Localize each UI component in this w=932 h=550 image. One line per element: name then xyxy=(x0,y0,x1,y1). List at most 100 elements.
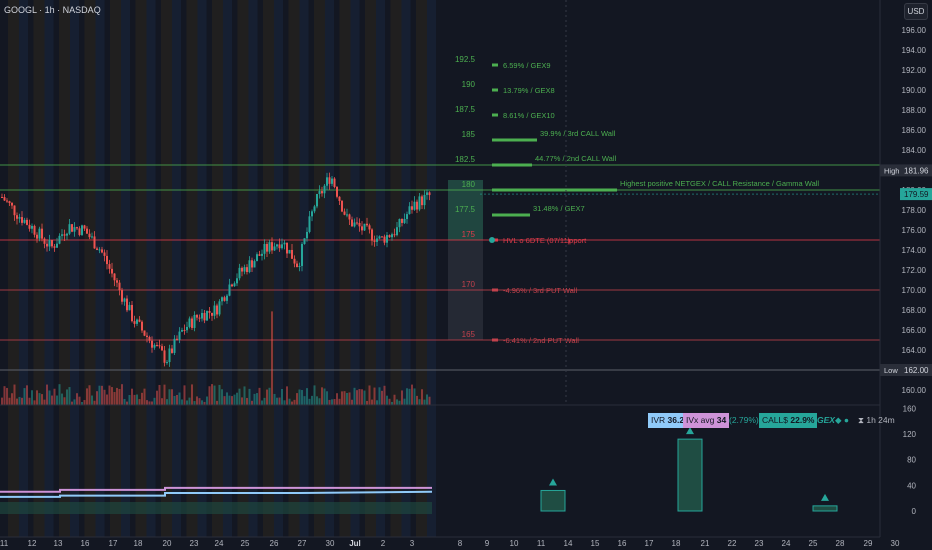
volume-bar xyxy=(316,396,318,405)
volume-bar xyxy=(256,393,258,405)
candle-body xyxy=(3,197,6,201)
volume-bar xyxy=(23,388,26,405)
price-badge-bg xyxy=(900,188,932,201)
session-shade xyxy=(416,0,427,537)
candle-body xyxy=(278,244,281,249)
symbol-title[interactable]: GOOGL · 1h · NASDAQ xyxy=(4,5,101,15)
volume-bar xyxy=(211,384,213,405)
currency-button[interactable]: USD xyxy=(904,3,928,20)
indicator-tick: 160 xyxy=(903,404,917,413)
candle-body xyxy=(248,260,251,272)
volume-bar xyxy=(86,388,88,405)
candle-body xyxy=(363,223,366,231)
candle-body xyxy=(163,350,166,363)
volume-bar xyxy=(353,387,356,405)
candle-body xyxy=(361,226,363,231)
volume-bar xyxy=(201,400,203,405)
candle-body xyxy=(221,297,223,302)
candle-body xyxy=(398,218,401,228)
x-tick: 26 xyxy=(270,539,279,548)
volume-bar xyxy=(301,390,303,405)
volume-bar xyxy=(288,398,291,405)
volume-bar xyxy=(291,401,293,405)
candle-body xyxy=(58,235,61,244)
candle-body xyxy=(108,264,111,269)
x-tick: 11 xyxy=(537,539,546,548)
calls-label: CALL$ xyxy=(762,415,788,425)
x-tick: 2 xyxy=(381,539,386,548)
level-price-185: 185 xyxy=(462,130,476,139)
candle-body xyxy=(236,278,238,284)
candle-body xyxy=(343,211,346,215)
session-shade xyxy=(299,0,309,537)
volume-bar xyxy=(6,387,8,405)
volume-bar xyxy=(308,398,311,405)
candle-body xyxy=(16,215,18,219)
gex-bar-192.5 xyxy=(492,63,498,67)
volume-bar xyxy=(393,394,396,405)
volume-bar xyxy=(363,390,366,405)
candle-body xyxy=(11,203,13,206)
gex-bar-180 xyxy=(492,188,617,192)
volume-bar xyxy=(163,384,166,405)
candles xyxy=(1,172,431,405)
volume-bar xyxy=(88,385,91,405)
volume-bar xyxy=(271,311,273,405)
volume-bar xyxy=(276,397,278,405)
up-arrow-icon xyxy=(686,427,694,435)
volume-bar xyxy=(153,397,156,405)
level-price-177.5: 177.5 xyxy=(455,205,476,214)
candle-body xyxy=(331,178,333,184)
candle-body xyxy=(371,229,373,241)
gex-bar-182.5 xyxy=(492,163,532,167)
level-price-182.5: 182.5 xyxy=(455,155,476,164)
timer-value: 1h 24m xyxy=(866,415,895,425)
candle-body xyxy=(328,177,331,184)
volume-bar xyxy=(323,388,326,405)
level-price-170: 170 xyxy=(462,280,476,289)
session-shade xyxy=(33,0,45,537)
price-tick: 178.00 xyxy=(902,206,927,215)
volume-bar xyxy=(401,390,403,405)
volume-bar xyxy=(331,399,333,405)
hvl-dot xyxy=(489,237,495,243)
volume-bar xyxy=(426,394,428,405)
x-tick: 9 xyxy=(485,539,490,548)
iv-fill xyxy=(0,502,432,514)
candle-body xyxy=(338,196,341,201)
volume-bar xyxy=(73,399,76,405)
volume-bar xyxy=(151,401,153,405)
level-note-177.5: 31.48% / GEX7 xyxy=(533,204,585,213)
session-shade xyxy=(350,0,360,537)
candle-body xyxy=(156,344,158,346)
candle-body xyxy=(66,233,68,236)
candle-body xyxy=(286,242,288,254)
x-tick: 3 xyxy=(410,539,415,548)
candle-body xyxy=(1,197,3,198)
session-shade xyxy=(263,0,274,537)
price-badge-label-bg xyxy=(880,164,900,177)
x-tick: 20 xyxy=(163,539,172,548)
session-shade xyxy=(376,0,385,537)
price-tick: 172.00 xyxy=(902,266,927,275)
price-tick: 186.00 xyxy=(902,126,927,135)
x-tick: 18 xyxy=(672,539,681,548)
session-shade xyxy=(365,0,376,537)
timer: ⧗ 1h 24m xyxy=(855,413,898,428)
volume-bar xyxy=(191,384,193,405)
candle-body xyxy=(426,192,428,195)
volume-bar xyxy=(343,391,346,405)
level-price-190: 190 xyxy=(462,80,476,89)
candle-body xyxy=(48,240,51,247)
volume-bar xyxy=(348,392,351,405)
volume-bar xyxy=(168,389,171,405)
candle-body xyxy=(318,191,321,194)
volume-bar xyxy=(96,391,98,405)
candle-body xyxy=(336,186,338,197)
price-badge-label-bg xyxy=(880,364,900,376)
volume-bar xyxy=(361,389,363,405)
volume-bar xyxy=(263,397,266,405)
session-shade xyxy=(325,0,334,537)
